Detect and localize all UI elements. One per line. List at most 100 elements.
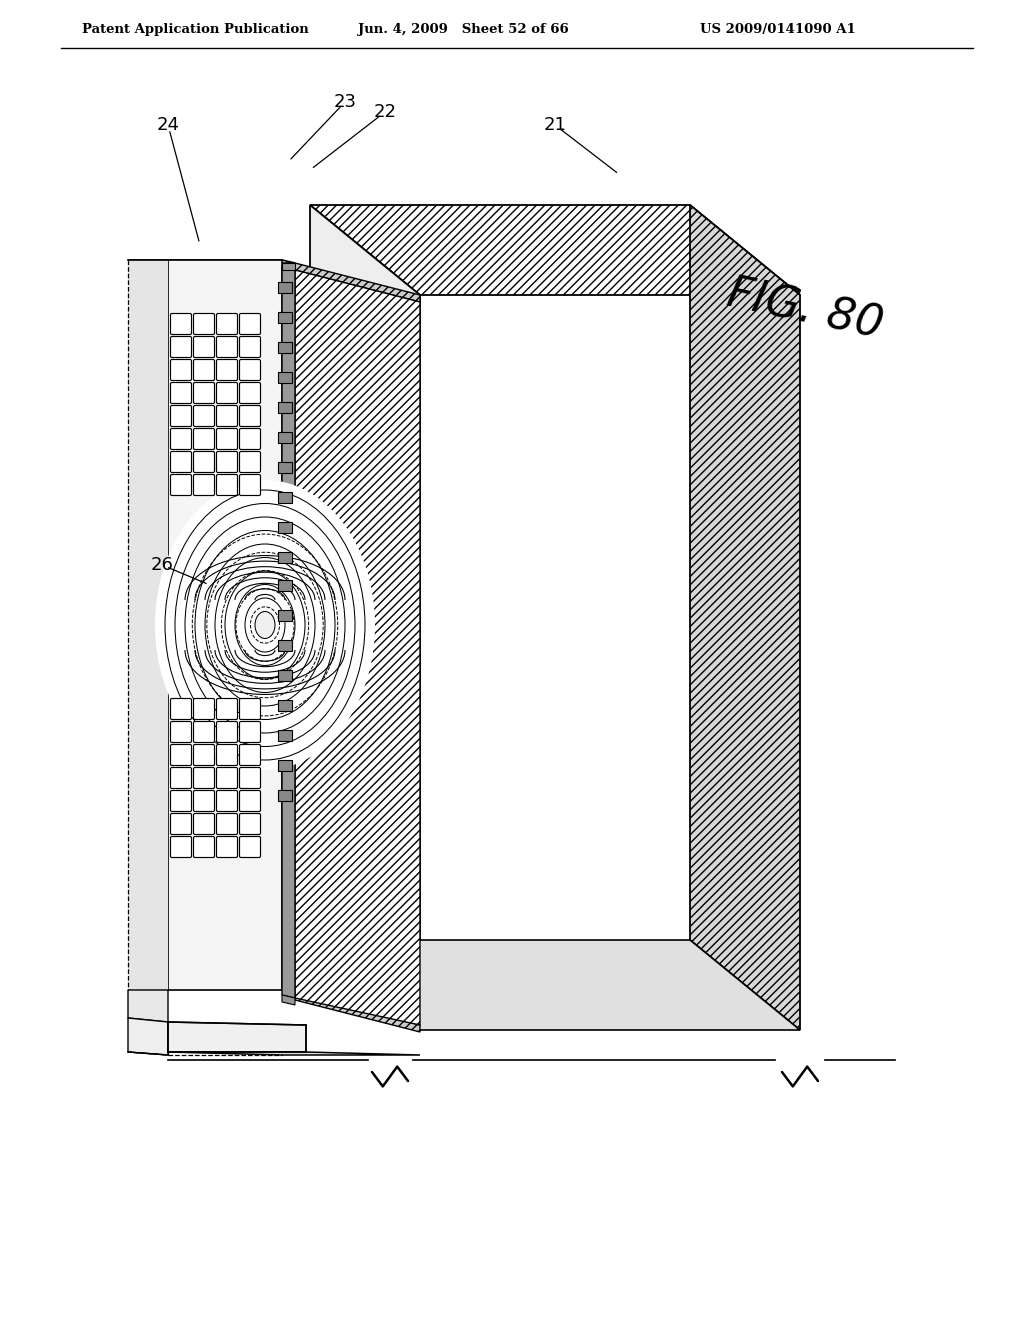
- FancyBboxPatch shape: [216, 474, 238, 495]
- Polygon shape: [278, 342, 292, 352]
- Text: 23: 23: [334, 92, 356, 111]
- Text: FIG. 80: FIG. 80: [723, 272, 887, 347]
- Ellipse shape: [234, 585, 295, 665]
- Ellipse shape: [165, 490, 365, 760]
- Text: 21: 21: [544, 116, 566, 135]
- FancyBboxPatch shape: [216, 791, 238, 812]
- FancyBboxPatch shape: [171, 451, 191, 473]
- FancyBboxPatch shape: [171, 429, 191, 450]
- FancyBboxPatch shape: [216, 767, 238, 788]
- FancyBboxPatch shape: [216, 314, 238, 334]
- Ellipse shape: [195, 531, 335, 719]
- Polygon shape: [278, 640, 292, 651]
- FancyBboxPatch shape: [240, 837, 260, 858]
- FancyBboxPatch shape: [216, 429, 238, 450]
- FancyBboxPatch shape: [240, 383, 260, 404]
- FancyBboxPatch shape: [194, 314, 214, 334]
- FancyBboxPatch shape: [240, 767, 260, 788]
- Polygon shape: [128, 260, 295, 263]
- FancyBboxPatch shape: [216, 698, 238, 719]
- Polygon shape: [278, 403, 292, 413]
- Polygon shape: [278, 579, 292, 591]
- Polygon shape: [282, 263, 295, 271]
- Polygon shape: [278, 789, 292, 801]
- FancyBboxPatch shape: [216, 383, 238, 404]
- FancyBboxPatch shape: [171, 744, 191, 766]
- Polygon shape: [310, 205, 420, 1030]
- FancyBboxPatch shape: [240, 474, 260, 495]
- FancyBboxPatch shape: [240, 722, 260, 742]
- FancyBboxPatch shape: [216, 337, 238, 358]
- Ellipse shape: [225, 572, 305, 678]
- Text: Jun. 4, 2009   Sheet 52 of 66: Jun. 4, 2009 Sheet 52 of 66: [358, 24, 568, 37]
- FancyBboxPatch shape: [194, 791, 214, 812]
- Polygon shape: [278, 492, 292, 503]
- FancyBboxPatch shape: [194, 813, 214, 834]
- FancyBboxPatch shape: [171, 405, 191, 426]
- FancyBboxPatch shape: [171, 698, 191, 719]
- Polygon shape: [310, 940, 800, 1030]
- FancyBboxPatch shape: [240, 451, 260, 473]
- Polygon shape: [168, 640, 282, 648]
- Ellipse shape: [175, 503, 355, 747]
- Polygon shape: [278, 372, 292, 383]
- Polygon shape: [128, 260, 168, 990]
- Polygon shape: [278, 312, 292, 323]
- FancyBboxPatch shape: [171, 837, 191, 858]
- FancyBboxPatch shape: [194, 698, 214, 719]
- FancyBboxPatch shape: [171, 791, 191, 812]
- Polygon shape: [168, 1022, 306, 1052]
- Polygon shape: [295, 263, 420, 302]
- Text: US 2009/0141090 A1: US 2009/0141090 A1: [700, 24, 856, 37]
- Polygon shape: [278, 432, 292, 444]
- FancyBboxPatch shape: [171, 767, 191, 788]
- Polygon shape: [128, 1018, 168, 1055]
- Polygon shape: [278, 610, 292, 620]
- FancyBboxPatch shape: [171, 474, 191, 495]
- FancyBboxPatch shape: [194, 722, 214, 742]
- Polygon shape: [310, 205, 800, 294]
- Polygon shape: [278, 521, 292, 533]
- Polygon shape: [295, 271, 420, 1026]
- FancyBboxPatch shape: [194, 744, 214, 766]
- FancyBboxPatch shape: [240, 405, 260, 426]
- FancyBboxPatch shape: [194, 451, 214, 473]
- FancyBboxPatch shape: [216, 359, 238, 380]
- Polygon shape: [282, 267, 295, 998]
- FancyBboxPatch shape: [194, 474, 214, 495]
- Ellipse shape: [155, 480, 375, 770]
- Polygon shape: [295, 993, 420, 1032]
- FancyBboxPatch shape: [194, 429, 214, 450]
- Text: 24: 24: [157, 116, 179, 135]
- FancyBboxPatch shape: [240, 791, 260, 812]
- Polygon shape: [282, 995, 295, 1005]
- Ellipse shape: [205, 544, 325, 706]
- Ellipse shape: [245, 598, 285, 652]
- FancyBboxPatch shape: [194, 383, 214, 404]
- FancyBboxPatch shape: [171, 359, 191, 380]
- FancyBboxPatch shape: [240, 314, 260, 334]
- FancyBboxPatch shape: [171, 383, 191, 404]
- Polygon shape: [168, 260, 282, 990]
- FancyBboxPatch shape: [194, 767, 214, 788]
- FancyBboxPatch shape: [216, 722, 238, 742]
- FancyBboxPatch shape: [216, 451, 238, 473]
- FancyBboxPatch shape: [216, 813, 238, 834]
- Text: Patent Application Publication: Patent Application Publication: [82, 24, 309, 37]
- Ellipse shape: [255, 611, 275, 639]
- Polygon shape: [168, 1052, 420, 1055]
- Polygon shape: [278, 282, 292, 293]
- Text: 22: 22: [374, 103, 396, 121]
- Polygon shape: [278, 700, 292, 711]
- FancyBboxPatch shape: [240, 744, 260, 766]
- FancyBboxPatch shape: [171, 722, 191, 742]
- Ellipse shape: [185, 517, 345, 733]
- FancyBboxPatch shape: [194, 337, 214, 358]
- FancyBboxPatch shape: [240, 813, 260, 834]
- Polygon shape: [128, 990, 168, 1022]
- FancyBboxPatch shape: [171, 813, 191, 834]
- FancyBboxPatch shape: [216, 837, 238, 858]
- Text: 26: 26: [151, 556, 173, 574]
- FancyBboxPatch shape: [240, 429, 260, 450]
- FancyBboxPatch shape: [240, 337, 260, 358]
